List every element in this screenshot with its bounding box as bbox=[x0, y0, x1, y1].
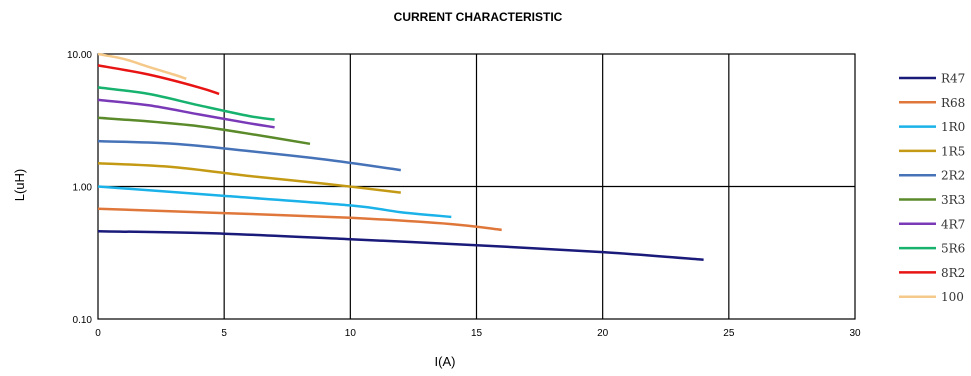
x-tick-label: 10 bbox=[345, 328, 357, 339]
y-tick-label: 0.10 bbox=[73, 315, 93, 326]
legend-label-5r6: 5R6 bbox=[941, 242, 965, 256]
series-line-1r0 bbox=[97, 185, 452, 219]
y-axis-label: L(uH) bbox=[12, 169, 27, 202]
series-line-4r7 bbox=[97, 98, 275, 129]
grid bbox=[97, 53, 856, 320]
series-line-100 bbox=[97, 52, 187, 80]
x-tick-label: 0 bbox=[95, 328, 101, 339]
series-line-r68 bbox=[97, 207, 502, 232]
series-line-3r3 bbox=[97, 116, 311, 146]
series-line-r47 bbox=[97, 229, 704, 262]
legend-label-1r5: 1R5 bbox=[941, 144, 965, 158]
series-line-1r5 bbox=[97, 161, 401, 194]
series-lines bbox=[97, 52, 704, 262]
x-tick-label: 20 bbox=[597, 328, 609, 339]
legend-label-1r0: 1R0 bbox=[941, 120, 965, 134]
series-line-5r6 bbox=[97, 86, 275, 121]
legend-label-2r2: 2R2 bbox=[941, 169, 965, 183]
legend-label-4r7: 4R7 bbox=[941, 217, 965, 231]
y-tick-label: 10.00 bbox=[67, 50, 92, 61]
legend-label-r47: R47 bbox=[941, 72, 965, 86]
legend-label-3r3: 3R3 bbox=[941, 193, 965, 207]
legend: R47 R68 1R0 1R5 2R2 3R3 4R7 5R6 8R2 100 bbox=[899, 72, 965, 304]
legend-label-100: 100 bbox=[941, 290, 964, 304]
tick-labels: 0 5 10 15 20 25 30 0.10 1.00 10.00 bbox=[67, 50, 861, 339]
legend-label-8r2: 8R2 bbox=[941, 266, 965, 280]
series-line-2r2 bbox=[97, 139, 401, 172]
x-axis-label: I(A) bbox=[435, 354, 456, 369]
legend-label-r68: R68 bbox=[941, 96, 965, 110]
x-tick-label: 15 bbox=[471, 328, 483, 339]
x-tick-label: 5 bbox=[221, 328, 227, 339]
x-tick-label: 30 bbox=[849, 328, 861, 339]
x-tick-label: 25 bbox=[723, 328, 735, 339]
y-tick-label: 1.00 bbox=[73, 183, 93, 194]
series-line-8r2 bbox=[97, 64, 220, 96]
chart-title: CURRENT CHARACTERISTIC bbox=[394, 10, 563, 24]
